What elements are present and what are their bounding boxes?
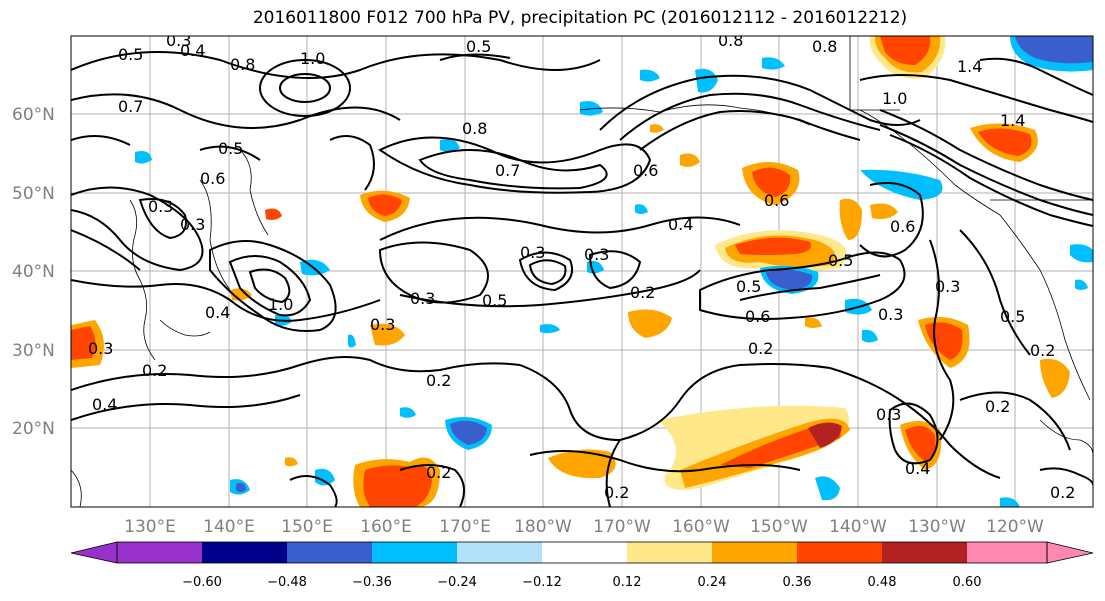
contour-label: 0.6 (764, 191, 789, 210)
contour-label: 0.3 (520, 243, 545, 262)
contour-label: 0.6 (200, 169, 225, 188)
contour-label: 0.4 (668, 215, 693, 234)
colorbar-segment (542, 542, 627, 563)
contour-label: 0.5 (828, 251, 853, 270)
contour-label: 0.4 (92, 395, 117, 414)
contour-label: 0.5 (1000, 307, 1025, 326)
contour-label: 0.2 (142, 361, 167, 380)
colorbar: −0.60 −0.48 −0.36 −0.24 −0.12 0.12 0.24 … (70, 541, 1094, 590)
contour-label: 0.3 (584, 245, 609, 264)
colorbar-segment (797, 542, 882, 563)
contour-label: 0.2 (426, 371, 451, 390)
lat-label: 40°N (12, 262, 55, 282)
colorbar-segment (712, 542, 797, 563)
contour-label: 0.7 (118, 97, 143, 116)
colorbar-segment (202, 542, 287, 563)
colorbar-segment (287, 542, 372, 563)
contour-label: 0.3 (370, 315, 395, 334)
contour-label: 0.3 (935, 277, 960, 296)
lat-label: 20°N (12, 419, 55, 439)
contour-label: 0.6 (745, 307, 770, 326)
contour-label: 0.3 (180, 215, 205, 234)
colorbar-tick-label: −0.24 (437, 575, 477, 590)
contour-label: 1.0 (300, 49, 325, 68)
colorbar-tick-label: 0.48 (868, 575, 897, 590)
colorbar-segment (967, 542, 1047, 563)
contour-label: 0.2 (1030, 341, 1055, 360)
colorbar-tick-label: −0.12 (522, 575, 562, 590)
pv-contours (71, 51, 1093, 507)
colorbar-tick-label: 0.60 (953, 575, 982, 590)
contour-label: 0.7 (495, 161, 520, 180)
contour-label: 0.3 (166, 31, 191, 50)
longitude-labels: 130°E 140°E 150°E 160°E 170°E 180°W 170°… (124, 517, 1044, 537)
contour-label: 0.6 (890, 217, 915, 236)
contour-label: 0.2 (1050, 483, 1075, 502)
colorbar-segment (117, 542, 202, 563)
contour-label: 0.8 (812, 37, 837, 56)
contour-label: 0.3 (876, 405, 901, 424)
lon-label: 130°W (908, 517, 966, 537)
lat-label: 50°N (12, 184, 55, 204)
contour-label: 0.5 (466, 37, 491, 56)
lat-label: 60°N (12, 105, 55, 125)
contour-label: 0.6 (633, 161, 658, 180)
colorbar-tick-label: 0.36 (783, 575, 812, 590)
colorbar-tick-label: −0.48 (267, 575, 307, 590)
contour-label: 0.3 (878, 305, 903, 324)
contour-label: 0.2 (985, 397, 1010, 416)
contour-labels: 0.3 0.4 0.5 0.8 1.0 0.5 0.8 0.8 0.6 0.5 … (88, 31, 1075, 502)
latitude-labels: 60°N 50°N 40°N 30°N 20°N (12, 105, 55, 439)
lon-label: 130°E (124, 517, 176, 537)
contour-label: 0.5 (736, 277, 761, 296)
contour-label: 0.2 (630, 283, 655, 302)
contour-label: 0.4 (905, 459, 930, 478)
precip-negative-shading (135, 36, 1093, 507)
contour-label: 1.4 (1000, 111, 1025, 130)
colorbar-tick-label: 0.12 (613, 575, 642, 590)
lat-label: 30°N (12, 341, 55, 361)
colorbar-tick-label: −0.36 (352, 575, 392, 590)
contour-label: 0.3 (410, 289, 435, 308)
colorbar-segment (627, 542, 712, 563)
lon-label: 160°E (360, 517, 412, 537)
colorbar-tick-label: 0.24 (698, 575, 727, 590)
lon-label: 170°E (439, 517, 491, 537)
precip-positive-shading (71, 36, 1070, 507)
chart-title: 2016011800 F012 700 hPa PV, precipitatio… (252, 8, 908, 28)
colorbar-extend-left (70, 541, 118, 564)
contour-label: 0.5 (218, 139, 243, 158)
colorbar-extend-right (1046, 541, 1094, 564)
colorbar-frame (116, 541, 1048, 564)
lon-label: 150°E (281, 517, 333, 537)
contour-label: 0.3 (88, 339, 113, 358)
lon-label: 180°W (514, 517, 572, 537)
lon-label: 120°W (986, 517, 1044, 537)
contour-label: 0.8 (462, 119, 487, 138)
lon-label: 150°W (750, 517, 808, 537)
contour-label: 0.3 (148, 197, 173, 216)
colorbar-segment (882, 542, 967, 563)
contour-label: 0.2 (426, 463, 451, 482)
lon-label: 140°W (829, 517, 887, 537)
colorbar-segment (372, 542, 457, 563)
contour-label: 0.8 (230, 55, 255, 74)
lon-label: 140°E (203, 517, 255, 537)
colorbar-tick-label: −0.60 (182, 575, 222, 590)
contour-label: 0.4 (180, 41, 205, 60)
lon-label: 160°W (672, 517, 730, 537)
map-frame (70, 35, 1094, 508)
contour-label: 0.5 (118, 45, 143, 64)
contour-label: 1.0 (268, 295, 293, 314)
colorbar-segment (457, 542, 542, 563)
contour-label: 0.4 (205, 303, 230, 322)
contour-label: 0.5 (482, 291, 507, 310)
contour-label: 0.2 (748, 339, 773, 358)
contour-label: 1.0 (882, 89, 907, 108)
contour-label: 0.2 (604, 483, 629, 502)
contour-label: 0.8 (718, 31, 743, 50)
contour-label: 1.4 (957, 57, 982, 76)
lon-label: 170°W (593, 517, 651, 537)
